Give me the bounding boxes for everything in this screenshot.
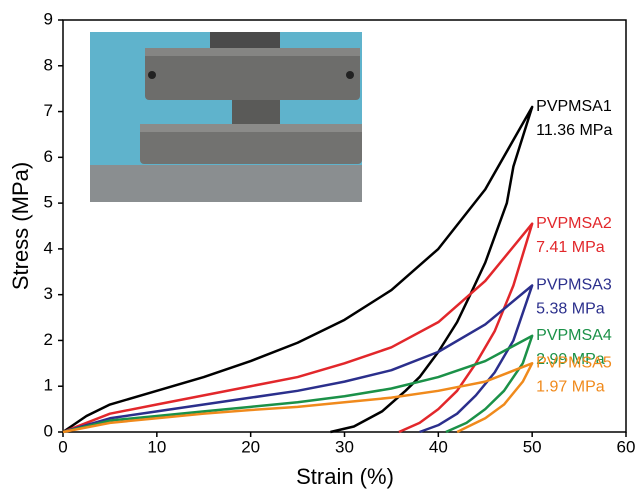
series-annotation: 11.36 MPa: [536, 122, 612, 139]
series-name: PVPMSA2: [536, 215, 612, 232]
y-tick-label: 4: [44, 238, 53, 257]
series-name: PVPMSA1: [536, 98, 612, 115]
x-tick-label: 50: [523, 437, 542, 456]
y-tick-label: 0: [44, 421, 53, 440]
x-tick-label: 0: [58, 437, 67, 456]
series-line: [62, 284, 534, 434]
series-annotation: 2.99 MPa: [536, 351, 605, 368]
x-tick-label: 30: [335, 437, 354, 456]
y-tick-label: 1: [44, 376, 53, 395]
series-line: [62, 362, 534, 434]
y-tick-label: 5: [44, 193, 53, 212]
x-tick-label: 40: [429, 437, 448, 456]
series-name: PVPMSA5: [536, 355, 612, 372]
series-name: PVPMSA3: [536, 277, 612, 294]
series-line: [62, 222, 534, 434]
series-annotation: 1.97 MPa: [536, 379, 605, 396]
y-tick-label: 9: [44, 9, 53, 28]
y-axis-label: Stress (MPa): [8, 162, 33, 290]
series-annotation: 7.41 MPa: [536, 239, 605, 256]
inset-photo: [90, 32, 362, 202]
x-tick-label: 60: [617, 437, 636, 456]
x-axis-label: Strain (%): [296, 464, 394, 489]
x-tick-label: 20: [241, 437, 260, 456]
series-name: PVPMSA4: [536, 327, 612, 344]
series-line: [62, 334, 534, 434]
y-tick-label: 8: [44, 55, 53, 74]
y-tick-label: 7: [44, 101, 53, 120]
x-tick-label: 10: [147, 437, 166, 456]
y-tick-label: 2: [44, 330, 53, 349]
y-tick-label: 3: [44, 284, 53, 303]
series-annotation: 5.38 MPa: [536, 301, 605, 318]
y-tick-label: 6: [44, 147, 53, 166]
